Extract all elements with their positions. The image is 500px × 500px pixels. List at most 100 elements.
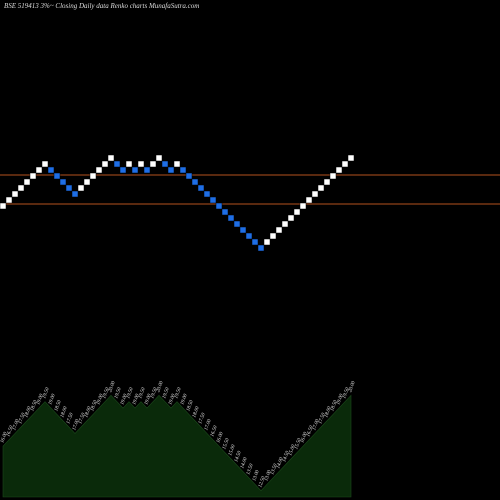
renko-brick [263,238,271,246]
value-label: 19.50 [102,387,111,400]
renko-brick [53,172,61,180]
renko-brick [269,232,277,240]
renko-brick [167,166,175,174]
renko-brick [251,238,259,246]
renko-brick [35,166,43,174]
value-label: 19.00 [48,393,57,406]
value-label: 19.50 [342,387,351,400]
renko-brick [41,160,49,168]
value-label: 14.50 [282,450,291,463]
renko-brick [299,202,307,210]
value-label: 18.50 [54,399,63,412]
value-label: 19.50 [138,387,147,400]
renko-brick [257,244,265,252]
value-label: 17.00 [12,418,21,431]
value-label: 19.00 [36,393,45,406]
renko-brick [287,214,295,222]
value-label: 18.00 [192,406,201,419]
value-label: 19.00 [132,393,141,406]
value-label: 15.00 [288,444,297,457]
renko-brick [161,160,169,168]
value-label: 15.00 [228,444,237,457]
value-label: 18.50 [30,399,39,412]
renko-brick [125,160,133,168]
value-label: 15.50 [294,437,303,450]
renko-brick [191,178,199,186]
value-label: 15.50 [222,437,231,450]
value-label: 19.00 [168,393,177,406]
value-label: 17.50 [18,412,27,425]
value-label: 19.50 [150,387,159,400]
value-label: 13.50 [270,463,279,476]
value-label: 19.50 [126,387,135,400]
renko-brick [275,226,283,234]
value-label: 19.00 [120,393,129,406]
value-label: 20.00 [108,380,117,393]
renko-brick [101,160,109,168]
value-label: 19.00 [336,393,345,406]
close-area [2,394,352,498]
renko-brick [239,226,247,234]
renko-brick [335,166,343,174]
renko-brick [227,214,235,222]
value-label: 16.50 [210,425,219,438]
value-label: 16.00 [216,431,225,444]
renko-brick [347,154,355,162]
renko-brick [155,154,163,162]
renko-brick [233,220,241,228]
value-label: 18.00 [324,406,333,419]
value-label: 20.00 [156,380,165,393]
value-label: 18.50 [186,399,195,412]
renko-brick [83,178,91,186]
renko-brick [5,196,13,204]
renko-brick [149,160,157,168]
value-label: 19.50 [42,387,51,400]
renko-brick [281,220,289,228]
renko-brick [131,166,139,174]
renko-brick [215,202,223,210]
value-label: 16.50 [306,425,315,438]
value-label: 20.00 [348,380,357,393]
value-label: 19.50 [174,387,183,400]
value-label: 19.00 [96,393,105,406]
value-label: 14.50 [234,450,243,463]
renko-brick [71,190,79,198]
renko-brick [47,166,55,174]
value-label: 19.50 [162,387,171,400]
renko-brick [77,184,85,192]
renko-brick [203,190,211,198]
value-label: 17.50 [66,412,75,425]
value-label: 14.00 [240,457,249,470]
value-label: 16.00 [300,431,309,444]
value-label: 19.00 [144,393,153,406]
renko-brick [329,172,337,180]
renko-brick [173,160,181,168]
renko-brick [119,166,127,174]
value-label: 16.00 [0,431,9,444]
renko-brick [185,172,193,180]
renko-brick [179,166,187,174]
renko-brick [137,160,145,168]
value-label: 13.00 [252,469,261,482]
renko-brick [95,166,103,174]
value-label: 19.00 [180,393,189,406]
renko-brick [341,160,349,168]
value-label: 17.50 [78,412,87,425]
renko-brick [245,232,253,240]
renko-brick [323,178,331,186]
renko-brick [113,160,121,168]
renko-brick [17,184,25,192]
renko-brick [23,178,31,186]
renko-brick [65,184,73,192]
chart-title: BSE 519413 3%~ Closing Daily data Renko … [4,2,199,10]
value-label: 17.00 [72,418,81,431]
value-label: 18.00 [60,406,69,419]
renko-brick [197,184,205,192]
value-label: 13.00 [264,469,273,482]
value-label: 12.50 [258,476,267,489]
renko-brick [317,184,325,192]
renko-brick [0,202,7,210]
value-label: 18.50 [330,399,339,412]
renko-brick [311,190,319,198]
